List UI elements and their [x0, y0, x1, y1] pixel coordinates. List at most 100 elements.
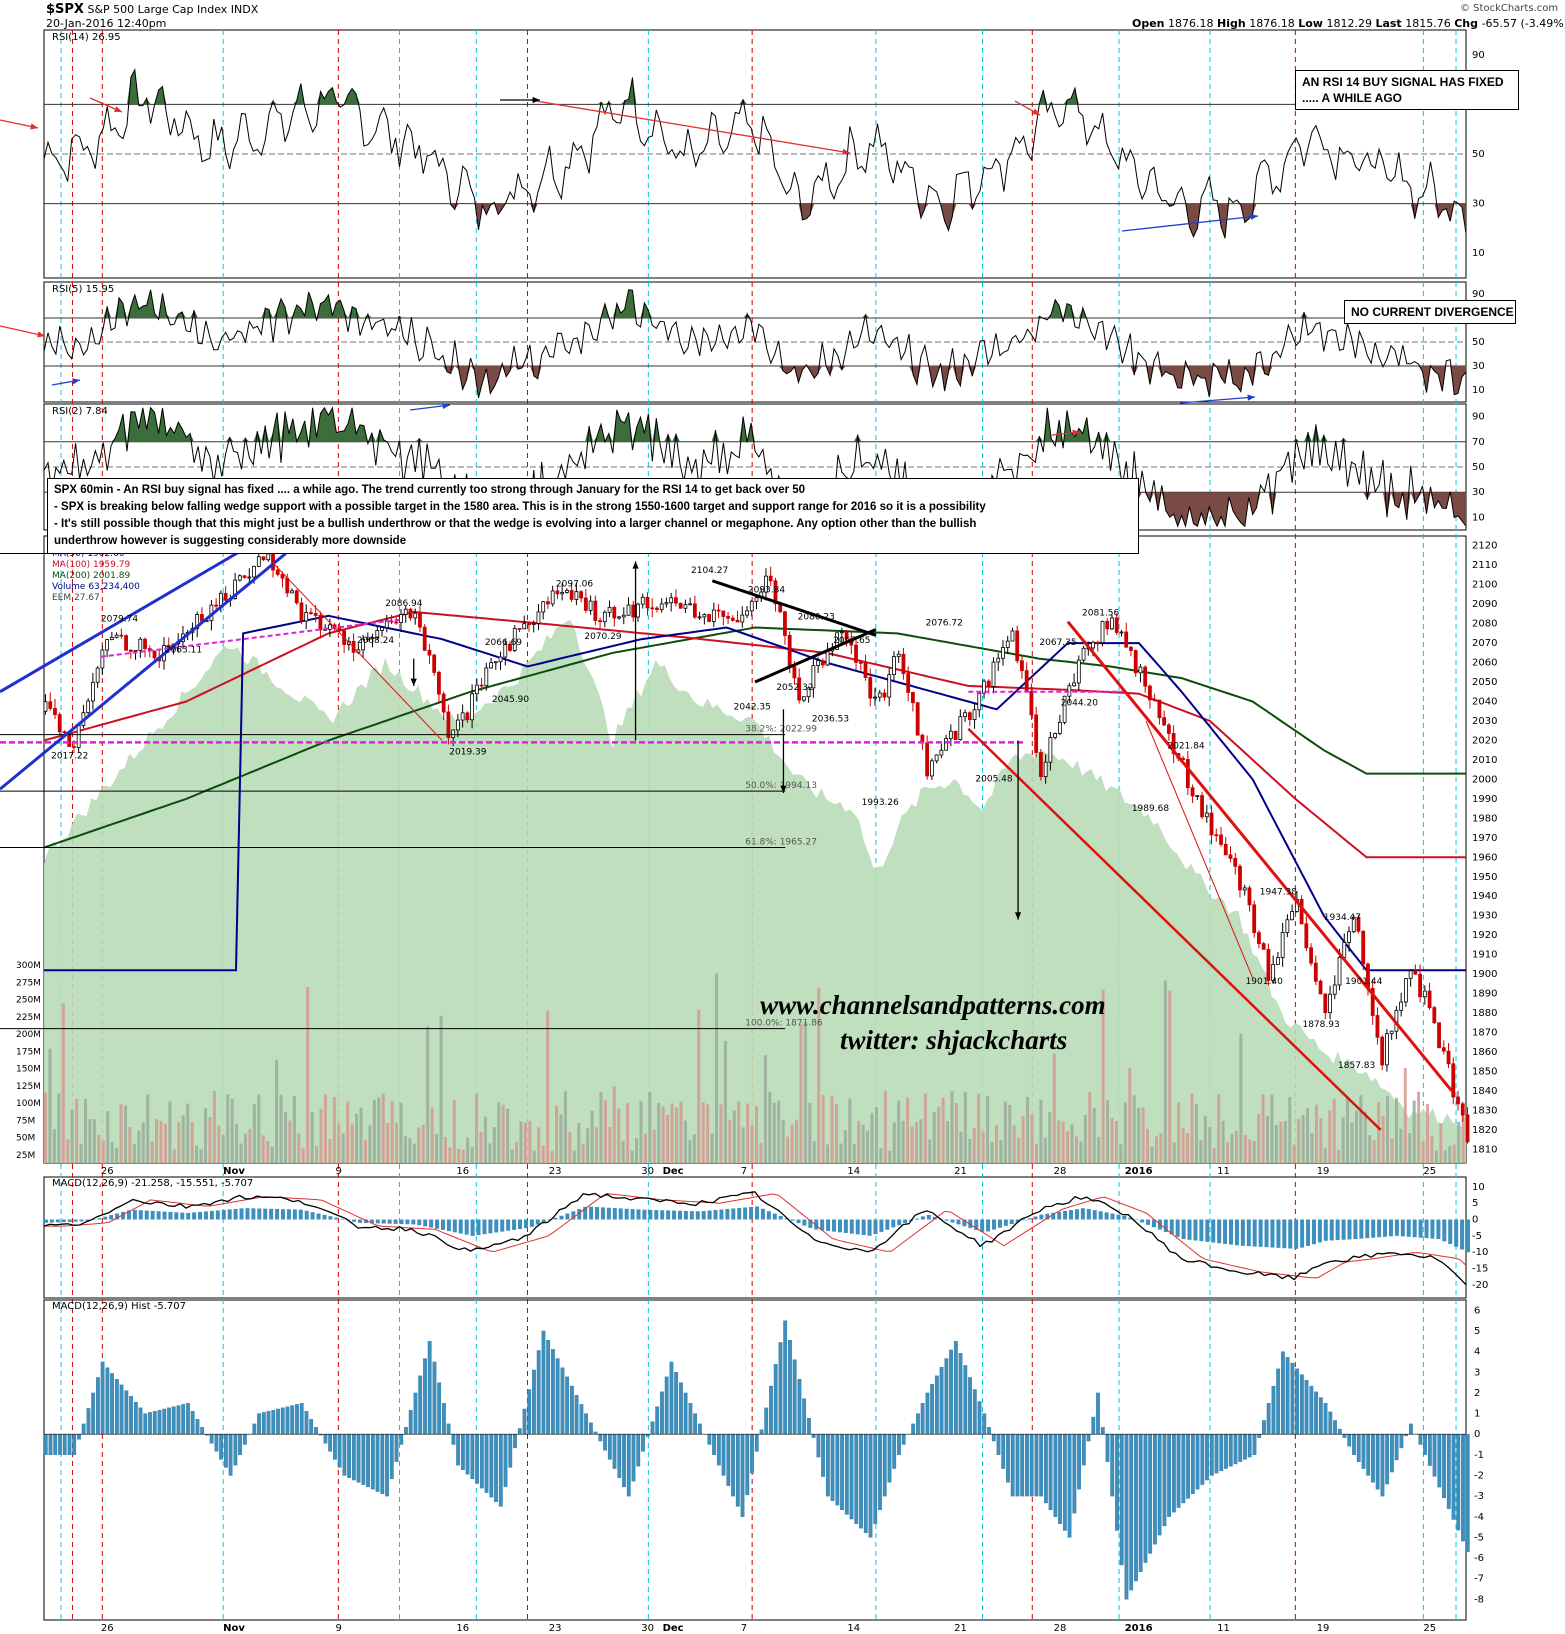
histogram-bar [1437, 1434, 1442, 1488]
volume-bar [1274, 1124, 1278, 1163]
candle-body [91, 681, 95, 702]
x-axis-tick-label: 30 [641, 1166, 654, 1177]
macd-hist-bar [482, 1219, 487, 1235]
histogram-bar [1100, 1427, 1105, 1435]
price-tick-label: 1890 [1472, 989, 1497, 1000]
candle-body [1318, 980, 1323, 995]
volume-bar [892, 1122, 896, 1163]
histogram-bar [551, 1349, 555, 1435]
price-point-label: 1901.40 [1246, 977, 1283, 987]
symbol: $SPX [46, 2, 84, 17]
histogram-bar [873, 1434, 878, 1524]
macd-hist-bar [417, 1219, 422, 1226]
candle-body [1200, 795, 1204, 818]
macd-hist-bar [1371, 1219, 1376, 1238]
volume-bar [1208, 1126, 1212, 1163]
macd_hist-panel-frame [43, 1299, 1467, 1621]
price-tick-label: 2120 [1472, 541, 1497, 552]
macd-hist-bar [1317, 1219, 1322, 1243]
volume-bar [306, 987, 310, 1163]
volume-bar [337, 1123, 341, 1163]
macd-hist-bar [328, 1216, 333, 1220]
volume-bar [1354, 1110, 1358, 1163]
macd-hist-bar [867, 1219, 872, 1236]
macd-hist-bar [156, 1211, 161, 1220]
volume-bar [141, 1122, 145, 1163]
candle-body [1076, 659, 1081, 684]
volume-bar [341, 1133, 345, 1163]
volume-bar [243, 1133, 247, 1163]
volume-bar [288, 1120, 292, 1163]
price-point-label: 2097.06 [556, 580, 593, 590]
histogram-bar [1394, 1434, 1399, 1461]
volume-bar [1323, 1148, 1327, 1163]
macd-hist-bar [565, 1213, 570, 1220]
histogram-bar [1456, 1434, 1461, 1531]
candle-body [455, 719, 460, 731]
histogram-bar [304, 1411, 309, 1435]
volume-bar [359, 1107, 363, 1163]
rsi14-bearish-divergence-arrow-head [842, 148, 850, 155]
candle-body [1342, 941, 1347, 958]
volume-bar [221, 1134, 225, 1163]
volume-bar [1066, 1131, 1070, 1163]
macd-hist-bar [1353, 1219, 1358, 1240]
histogram-bar [1020, 1434, 1025, 1497]
price-point-label: 2066.69 [485, 638, 522, 648]
histogram-bar [773, 1364, 778, 1435]
histogram-bar [408, 1409, 413, 1435]
histogram-bar [195, 1419, 200, 1435]
macd-hist-bar [553, 1217, 558, 1220]
x-axis-tick-label: Nov [223, 1166, 245, 1177]
macd-hist-bar [660, 1210, 665, 1220]
volume-tick-label: 50M [16, 1134, 35, 1144]
volume-tick-label: 75M [16, 1116, 35, 1126]
macd-hist-bar [281, 1209, 285, 1220]
macd-hist-bar [642, 1209, 647, 1220]
volume-bar [1243, 1135, 1247, 1163]
macd-hist-bar [150, 1210, 155, 1220]
histogram-bar [347, 1434, 352, 1478]
volume-bar [781, 1120, 785, 1163]
price-tick-label: 1830 [1472, 1105, 1497, 1116]
price-point-label: 2067.65 [833, 636, 870, 646]
histogram-bar [309, 1419, 314, 1435]
candle-body [1385, 1033, 1389, 1066]
volume-bar [595, 1127, 599, 1163]
candle-body [792, 666, 797, 679]
macd-hist-bar [1341, 1219, 1346, 1240]
volume-bar [954, 1102, 958, 1163]
histogram-bar [1427, 1434, 1432, 1466]
candle-body [1375, 1015, 1380, 1038]
histogram-bar [882, 1434, 887, 1497]
volume-bar [777, 1100, 781, 1163]
histogram-bar [214, 1434, 219, 1452]
candle-body [100, 649, 105, 669]
histogram-bar [460, 1434, 465, 1470]
bottom-x-axis-tick-label: 23 [549, 1623, 562, 1634]
bottom-x-axis-tick-label: 2016 [1125, 1623, 1153, 1634]
histogram-bar [835, 1434, 840, 1506]
volume-bar [470, 1147, 474, 1163]
macd-hist-bar [1217, 1219, 1222, 1244]
candle-body [1124, 631, 1129, 648]
volume-bar [66, 1139, 70, 1163]
histogram-bar [271, 1409, 276, 1435]
candle-body [555, 590, 560, 595]
macd-hist-bar [778, 1215, 783, 1220]
macd-hist-bar [1300, 1219, 1305, 1248]
rsi5-left-arrow-head [37, 331, 45, 338]
rsi14-oversold-fill [44, 203, 1466, 239]
volume-bar [439, 1015, 443, 1163]
volume-bar [328, 1139, 332, 1163]
volume-bar [786, 1136, 790, 1163]
macd-hist-bar [488, 1219, 493, 1234]
volume-bar [972, 1128, 976, 1163]
rsi2-line [43, 406, 1467, 529]
macd-hist-bar [577, 1209, 582, 1220]
histogram-bar [1461, 1434, 1465, 1542]
macd-hist-bar [464, 1219, 469, 1235]
volume-bar [528, 1120, 532, 1163]
price-tick-label: 1810 [1472, 1144, 1497, 1155]
x-axis-tick-label: 16 [456, 1166, 469, 1177]
